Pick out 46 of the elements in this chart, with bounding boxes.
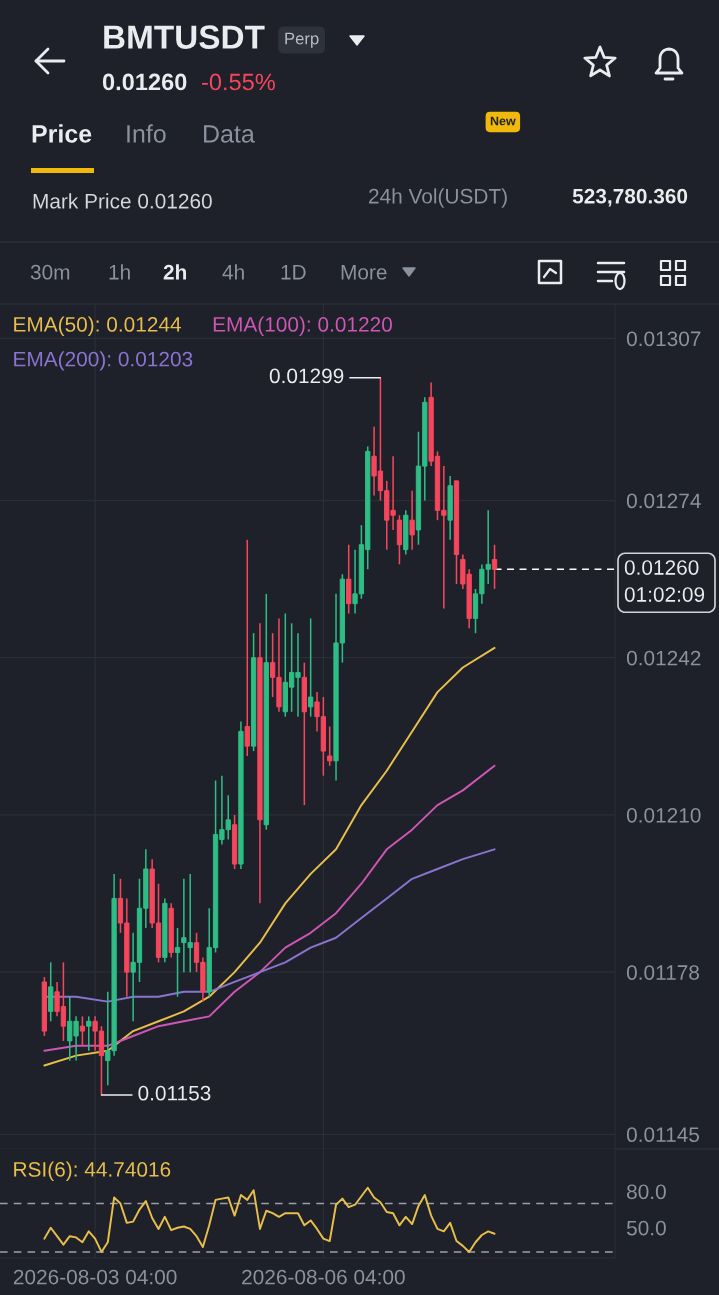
annotation: 0.01153: [138, 1085, 211, 1101]
y-tick-label: 0.01145: [626, 1127, 700, 1143]
text: Data: [204, 125, 255, 143]
text: 24h Vol(USDT): [369, 188, 507, 208]
candlestick: [308, 617, 314, 718]
text: EMA(200): 0.01203: [14, 351, 193, 371]
text: Price: [32, 124, 92, 143]
line-series: [43, 764, 496, 1052]
y-tick-label: 0.01242: [626, 650, 701, 666]
line-series: [43, 646, 496, 1067]
x-tick-label: 2026-08-03 04:00: [13, 1269, 177, 1285]
candlestick: [79, 1015, 86, 1047]
text: 4h: [222, 264, 244, 280]
y-tick-label: 0.01274: [626, 493, 701, 509]
text: Info: [127, 124, 166, 143]
text: Perp: [285, 32, 319, 48]
candlestick: [244, 539, 250, 757]
candlestick: [491, 543, 498, 590]
text: 523,780.360: [572, 188, 688, 207]
text: 0.01260: [624, 560, 699, 575]
y-tick-label: 80.0: [627, 1184, 666, 1200]
text: 2h: [163, 264, 187, 280]
candlestick: [86, 1015, 92, 1052]
line-series: [43, 1186, 496, 1253]
text: -0.55%: [202, 73, 275, 91]
annotation: 0.01299: [269, 368, 344, 384]
y-tick-label: 0.01210: [626, 807, 701, 823]
text: 0.01260: [102, 73, 187, 91]
y-tick-label: 50.0: [626, 1220, 666, 1236]
text: 1D: [281, 265, 306, 280]
candlestick: [327, 725, 333, 767]
text: 30m: [30, 264, 70, 280]
text: Mark Price 0.01260: [33, 193, 212, 209]
candlestick: [409, 489, 415, 551]
text: 1h: [109, 264, 130, 280]
candlestick: [174, 927, 181, 998]
text: 01:02:09: [624, 587, 705, 602]
x-tick-label: 2026-08-06 04:00: [242, 1269, 405, 1285]
series-label: RSI(6): 44.74016: [14, 1161, 171, 1181]
y-tick-label: 0.01178: [626, 965, 699, 980]
text: EMA(50): 0.01244: [14, 316, 181, 336]
text: EMA(100): 0.01220: [213, 316, 392, 336]
chart-title: BMTUSDT: [104, 25, 265, 49]
text: New: [490, 116, 516, 126]
y-tick-label: 0.01307: [626, 331, 701, 347]
text: More: [341, 265, 387, 280]
